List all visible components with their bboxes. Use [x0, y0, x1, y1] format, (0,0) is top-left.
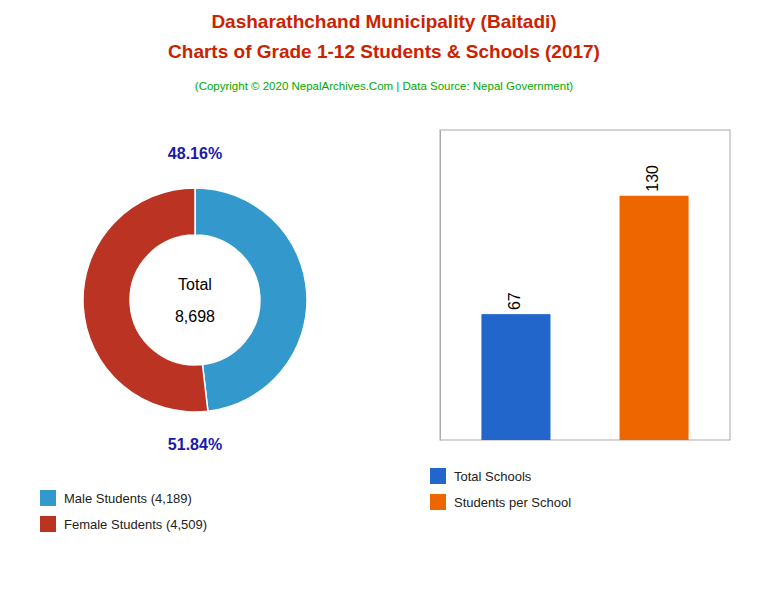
title: Dasharathchand Municipality (Baitadi)	[211, 11, 556, 32]
legend-item: Male Students (4,189)	[40, 490, 192, 506]
legend-label: Male Students (4,189)	[64, 491, 192, 506]
legend-swatch	[40, 516, 56, 532]
y-axis	[440, 131, 441, 441]
legend-swatch	[430, 494, 446, 510]
legend-item: Total Schools	[430, 468, 532, 484]
legend-label: Students per School	[454, 495, 571, 510]
bar-chart: 67 130	[440, 130, 730, 441]
legend-item: Students per School	[430, 494, 571, 510]
chart: Dasharathchand Municipality (Baitadi) Cha…	[0, 0, 768, 597]
title: Charts of Grade 1-12 Students & Schools …	[168, 41, 600, 62]
center-text: 8,698	[175, 308, 215, 325]
bar	[620, 196, 689, 440]
data-label: 67	[506, 292, 523, 310]
legend-item: Female Students (4,509)	[40, 516, 207, 532]
legend-label: Female Students (4,509)	[64, 517, 207, 532]
plot-frame	[440, 130, 730, 440]
data-label: 130	[644, 165, 661, 192]
bars	[481, 196, 688, 440]
legend: Total Schools Students per School	[430, 468, 571, 510]
slices	[83, 188, 307, 412]
data-label: 51.84%	[168, 436, 222, 453]
center-text: Total	[178, 276, 212, 293]
bar	[481, 314, 550, 440]
legend-label: Total Schools	[454, 469, 532, 484]
legend-swatch	[40, 490, 56, 506]
subtitle: (Copyright © 2020 NepalArchives.Com | Da…	[195, 80, 574, 92]
slice	[195, 188, 307, 411]
slice	[83, 188, 208, 412]
legend: Male Students (4,189) Female Students (4,…	[40, 490, 207, 532]
axis-line	[440, 131, 441, 441]
donut-chart: 48.16% 51.84% Total 8,698 Male Students (4,1…	[40, 145, 307, 532]
data-label: 48.16%	[168, 145, 222, 162]
legend-swatch	[430, 468, 446, 484]
